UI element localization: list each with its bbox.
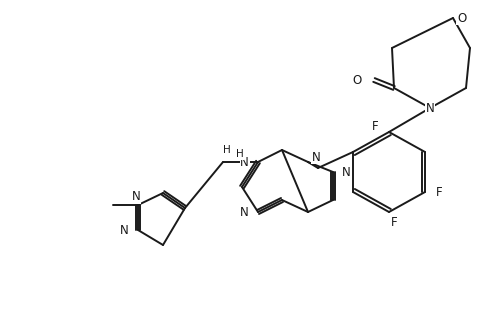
Text: F: F: [372, 119, 378, 132]
Text: F: F: [435, 186, 442, 198]
Text: N: N: [312, 150, 321, 164]
Text: N: N: [240, 156, 249, 169]
Text: N: N: [132, 190, 140, 204]
Text: N: N: [120, 223, 129, 236]
Text: H: H: [236, 149, 244, 159]
Text: N: N: [240, 205, 249, 219]
Text: H: H: [223, 145, 230, 155]
Text: N: N: [342, 165, 351, 179]
Text: N: N: [426, 101, 434, 115]
Text: O: O: [457, 12, 466, 25]
Text: O: O: [353, 74, 362, 86]
Text: F: F: [391, 215, 398, 228]
